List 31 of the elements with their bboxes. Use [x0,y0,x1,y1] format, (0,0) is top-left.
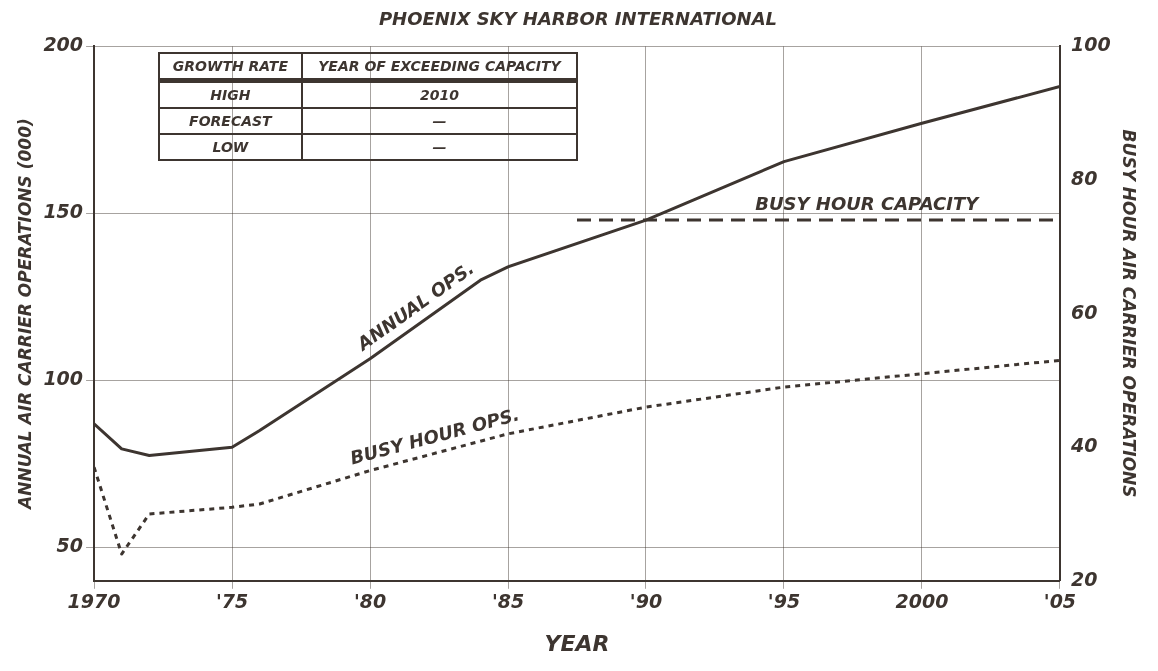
x-tick-label: '75 [215,590,249,613]
annotation: YEAR OF EXCEEDING CAPACITY [301,53,577,81]
annotation: LOW [159,134,302,160]
series-label: BUSY HOUR CAPACITY [755,192,981,214]
annotation: FORECAST [159,108,302,134]
x-tick-label: '05 [1043,590,1077,613]
annotation: 2010 [301,80,577,108]
y2-axis-title: BUSY HOUR AIR CARRIER OPERATIONS [1119,129,1140,498]
y-tick-label: 200 [43,33,84,56]
text: BUSY HOUR OPS. [347,403,522,469]
annotation: — [301,108,577,134]
annotation: GROWTH RATE [159,53,302,81]
x-axis-title: YEAR [544,630,610,656]
annotation: HIGH [159,80,302,108]
y-tick-label: 100 [43,367,84,390]
annotation: — [301,134,577,160]
x-tick-label: 2000 [895,590,949,613]
x-tick-label: '80 [353,590,387,613]
y2-tick-label: 40 [1069,434,1098,457]
chart-title: PHOENIX SKY HARBOR INTERNATIONAL [377,8,779,31]
x-tick-label: 1970 [67,590,121,613]
y2-tick-label: 80 [1070,166,1098,189]
y2-tick-label: 60 [1070,300,1098,323]
y-axis-title: ANNUAL AIR CARRIER OPERATIONS (000) [14,118,35,511]
x-tick-label: '85 [491,590,525,613]
x-tick-label: '90 [629,590,663,613]
x-tick-label: '95 [767,590,801,613]
y2-tick-label: 100 [1070,33,1111,56]
y-tick-label: 150 [43,200,84,223]
y-tick-label: 50 [56,534,84,557]
y2-tick-label: 20 [1070,567,1098,590]
